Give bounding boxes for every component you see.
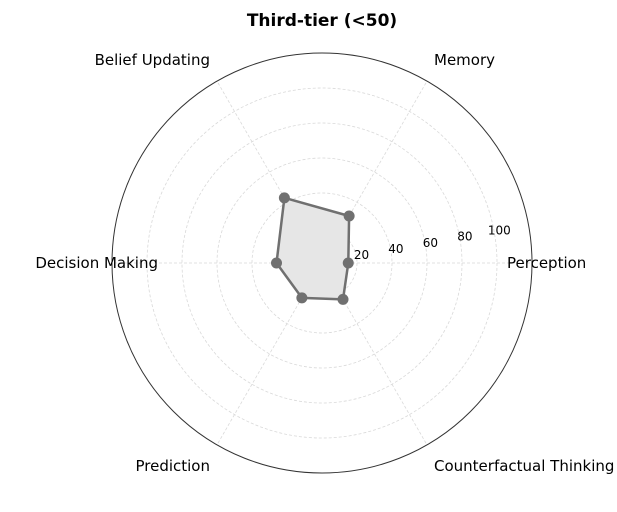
series-area [276,197,350,300]
data-point-perception [342,257,354,269]
axis-label-belief-updating: Belief Updating [95,51,210,69]
radar-series [271,192,355,305]
radar-grid [111,52,533,474]
data-point-counterfactual-thinking [337,293,349,305]
axis-label-memory: Memory [434,51,495,69]
radial-tick-label-20: 20 [354,248,369,262]
axis-label-perception: Perception [507,254,586,272]
data-point-prediction [296,292,308,304]
radial-tick-label-60: 60 [423,236,438,250]
chart-title: Third-tier (<50) [247,11,397,31]
radar-labels: 20 40 60 80 100 Perception Memory Belief Updati… [35,51,614,475]
axis-label-counterfactual-thinking: Counterfactual Thinking [434,457,614,475]
data-point-memory [343,210,355,222]
axis-label-prediction: Prediction [135,457,210,475]
data-point-belief-updating [278,192,290,204]
radial-tick-label-100: 100 [488,224,511,238]
radial-tick-label-40: 40 [388,242,403,256]
data-point-decision-making [271,257,282,269]
outer-frame [111,52,533,474]
axis-label-decision-making: Decision Making [35,254,158,272]
radial-tick-label-80: 80 [457,230,472,244]
